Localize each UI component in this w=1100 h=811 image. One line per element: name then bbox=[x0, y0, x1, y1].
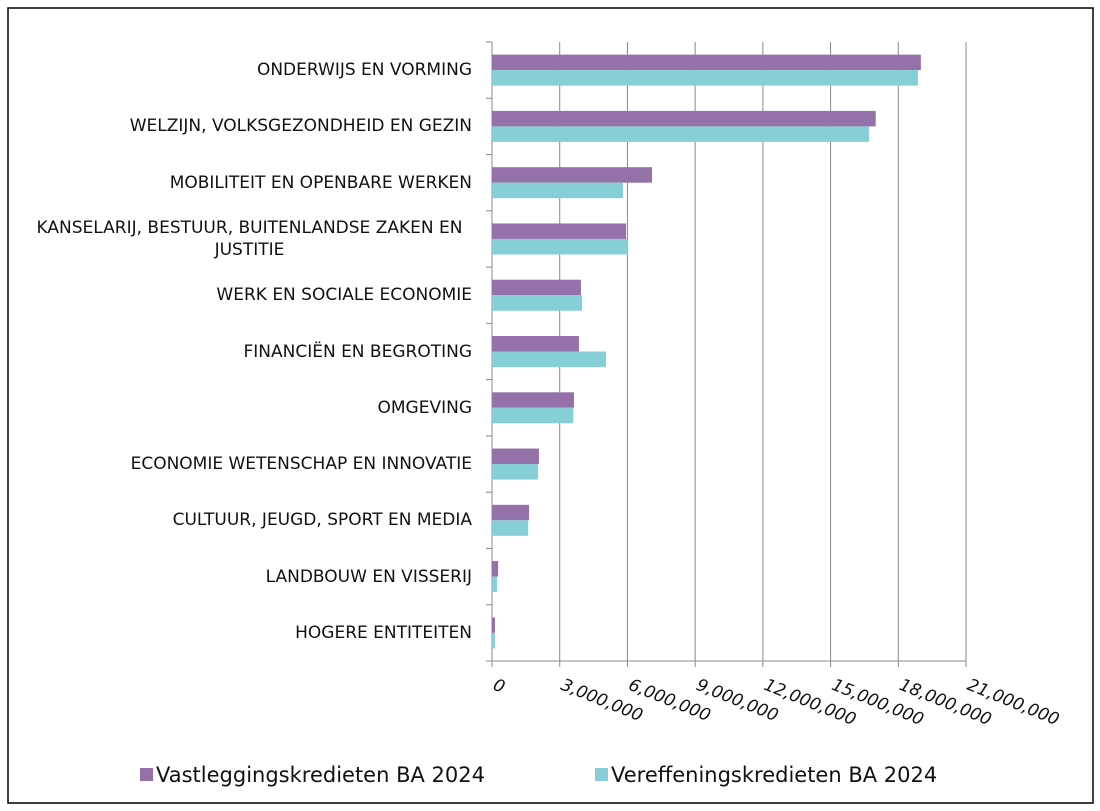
bar bbox=[492, 295, 583, 311]
y-tick-label: CULTUUR, JEUGD, SPORT EN MEDIA bbox=[20, 509, 472, 531]
bar bbox=[492, 279, 581, 296]
bar bbox=[492, 504, 530, 521]
bar bbox=[492, 448, 539, 465]
y-tick-label: ONDERWIJS EN VORMING bbox=[20, 59, 472, 81]
bar bbox=[492, 351, 606, 367]
y-tick-label-text: ECONOMIE WETENSCHAP EN INNOVATIE bbox=[130, 454, 472, 475]
bar bbox=[492, 617, 495, 633]
bar bbox=[492, 520, 529, 536]
y-tick-label: LANDBOUW EN VISSERIJ bbox=[20, 566, 472, 588]
y-tick-label-text: MOBILITEIT EN OPENBARE WERKEN bbox=[169, 172, 472, 193]
y-tick-label-text: ONDERWIJS EN VORMING bbox=[256, 60, 472, 81]
y-tick-label-text: OMGEVING bbox=[377, 397, 473, 418]
bar bbox=[492, 392, 574, 408]
y-tick-label: OMGEVING bbox=[20, 397, 473, 419]
bar bbox=[492, 126, 869, 142]
bar bbox=[492, 632, 495, 649]
y-tick-label: WERK EN SOCIALE ECONOMIE bbox=[20, 284, 472, 306]
y-tick-label: FINANCIËN EN BEGROTING bbox=[20, 341, 472, 363]
y-tick-label: WELZIJN, VOLKSGEZONDHEID EN GEZIN bbox=[20, 115, 472, 137]
bar bbox=[492, 223, 627, 239]
y-tick-label-text: FINANCIËN EN BEGROTING bbox=[243, 341, 472, 362]
bar bbox=[492, 238, 629, 255]
x-tick-label: 0 bbox=[490, 675, 508, 698]
chart-frame bbox=[7, 7, 1094, 804]
bar bbox=[492, 464, 539, 480]
bar bbox=[492, 407, 574, 424]
y-tick-label-text: HOGERE ENTITEITEN bbox=[295, 622, 472, 643]
y-tick-label: ECONOMIE WETENSCHAP EN INNOVATIE bbox=[20, 453, 472, 475]
legend-label: Vastleggingskredieten BA 2024 bbox=[156, 763, 485, 787]
bar bbox=[492, 182, 623, 199]
legend-label: Vereffeningskredieten BA 2024 bbox=[611, 763, 937, 787]
y-tick-label-text: KANSELARIJ, BESTUUR, BUITENLANDSE ZAKEN … bbox=[36, 217, 463, 260]
y-tick-label-text: LANDBOUW EN VISSERIJ bbox=[265, 566, 472, 587]
bar bbox=[492, 336, 579, 352]
y-tick-label-text: WELZIJN, VOLKSGEZONDHEID EN GEZIN bbox=[129, 116, 472, 137]
y-tick-label: KANSELARIJ, BESTUUR, BUITENLANDSE ZAKEN … bbox=[20, 217, 472, 261]
bar bbox=[492, 167, 653, 183]
legend-swatch bbox=[140, 768, 153, 781]
bar bbox=[492, 561, 499, 577]
bar bbox=[492, 576, 497, 593]
y-tick-label-text: CULTUUR, JEUGD, SPORT EN MEDIA bbox=[172, 510, 472, 531]
y-tick-label: MOBILITEIT EN OPENBARE WERKEN bbox=[20, 172, 472, 194]
y-tick-label-text: WERK EN SOCIALE ECONOMIE bbox=[216, 285, 472, 306]
legend-swatch bbox=[595, 768, 608, 781]
bar bbox=[492, 110, 876, 127]
bar bbox=[492, 54, 921, 71]
y-tick-label: HOGERE ENTITEITEN bbox=[20, 622, 472, 644]
bar bbox=[492, 70, 918, 86]
